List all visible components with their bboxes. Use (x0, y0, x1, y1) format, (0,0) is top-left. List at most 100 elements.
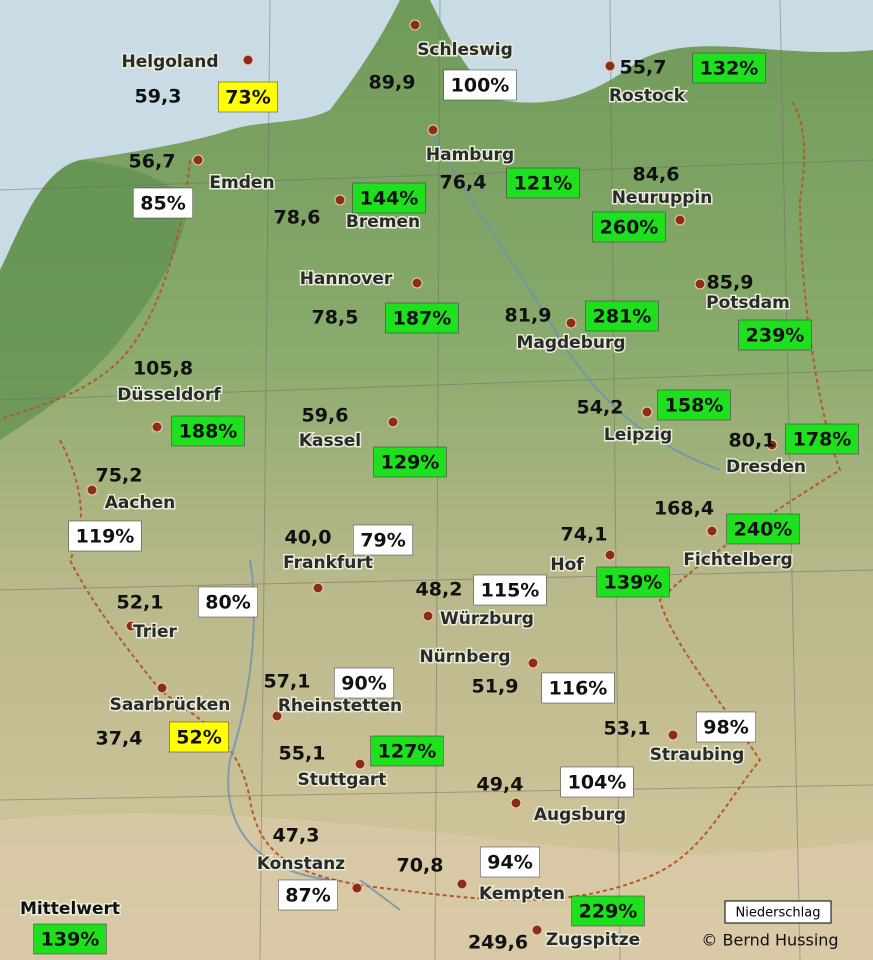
station-name: Saarbrücken (110, 695, 231, 715)
station-dot (641, 406, 653, 418)
percent-badge (696, 711, 756, 743)
percent-badge (171, 415, 245, 447)
percent-label: 178% (793, 429, 852, 451)
percent-label: 260% (600, 217, 659, 239)
station-dot (271, 710, 283, 722)
percent-label: 52% (176, 727, 221, 749)
station-value: 59,3 (135, 86, 182, 108)
station-name: Zugspitze (546, 930, 640, 950)
station-name: Augsburg (534, 805, 626, 825)
percent-label: 139% (604, 572, 663, 594)
percent-badge (352, 182, 426, 214)
station-dot (192, 154, 204, 166)
station-value: 74,1 (561, 524, 608, 546)
percent-badge (506, 167, 580, 199)
station-dot (427, 124, 439, 136)
station-value: 55,1 (279, 743, 326, 765)
station-value: 52,1 (117, 592, 164, 614)
station-dot (766, 439, 778, 451)
station-value: 48,2 (416, 579, 463, 601)
station-name: Rheinstetten (278, 696, 402, 716)
station-dot (86, 484, 98, 496)
station-value: 81,9 (505, 305, 552, 327)
station-dot (527, 657, 539, 669)
percent-badge (218, 81, 278, 113)
percent-label: 115% (481, 580, 540, 602)
percent-label: 87% (285, 885, 330, 907)
station-name: Stuttgart (298, 770, 387, 790)
percent-badge (370, 735, 444, 767)
north-sea (0, 0, 400, 270)
border (0, 99, 842, 901)
rivers (227, 129, 721, 911)
percent-badge (596, 566, 670, 598)
station-name: Potsdam (706, 293, 790, 313)
station-name: Würzburg (440, 609, 534, 629)
station-name: Dresden (726, 457, 806, 477)
percent-badge (480, 846, 540, 878)
percent-label: 239% (746, 325, 805, 347)
percent-label: 132% (700, 58, 759, 80)
station-name: Aachen (105, 493, 175, 513)
station-name: Konstanz (257, 854, 345, 874)
percent-label: 129% (381, 452, 440, 474)
station-value: 70,8 (397, 855, 444, 877)
percent-badge (657, 389, 731, 421)
station-value: 51,9 (472, 676, 519, 698)
percent-badge (738, 319, 812, 351)
station-value: 105,8 (133, 358, 193, 380)
station-name: Frankfurt (283, 553, 373, 573)
percent-badge (443, 69, 517, 101)
percent-label: 94% (487, 852, 532, 874)
percent-label: 90% (341, 673, 386, 695)
percent-badge (198, 586, 258, 618)
station-name: Helgoland (121, 52, 218, 72)
station-dot (387, 416, 399, 428)
station-name: Rostock (609, 86, 686, 106)
percent-badge (541, 672, 615, 704)
station-value: 85,9 (707, 272, 754, 294)
percent-label: 85% (140, 193, 185, 215)
station-value: 49,4 (477, 774, 524, 796)
station-name: Hof (550, 555, 584, 575)
alps (0, 813, 873, 960)
station-value: 84,6 (633, 164, 680, 186)
station-dot (409, 19, 421, 31)
station-dot (312, 582, 324, 594)
percent-badge (385, 302, 459, 334)
percent-label: 281% (593, 306, 652, 328)
percent-label: 240% (734, 519, 793, 541)
lowland (0, 160, 190, 440)
station-dot (510, 797, 522, 809)
credit: © Bernd Hussing (701, 931, 838, 950)
station-name: Bremen (346, 212, 420, 232)
station-value: 47,3 (273, 825, 320, 847)
station-value: 168,4 (654, 498, 714, 520)
percent-label: 127% (378, 741, 437, 763)
percent-label: 229% (579, 901, 638, 923)
average-label: Mittelwert (20, 899, 120, 919)
station-dot (667, 729, 679, 741)
station-dot (604, 60, 616, 72)
percent-badge (334, 667, 394, 699)
percent-badge (473, 574, 547, 606)
station-value: 59,6 (302, 405, 349, 427)
station-name: Magdeburg (516, 333, 625, 353)
percent-label: 121% (514, 173, 573, 195)
percent-badge (726, 513, 800, 545)
station-name: Hamburg (426, 145, 514, 165)
station-name: Düsseldorf (117, 385, 221, 405)
station-dot (674, 214, 686, 226)
station-dot (694, 278, 706, 290)
station-value: 37,4 (96, 728, 143, 750)
station-value: 57,1 (264, 671, 311, 693)
station-dot (456, 878, 468, 890)
station-value: 80,1 (729, 430, 776, 452)
station-dot (242, 54, 254, 66)
station-dot (531, 924, 543, 936)
station-name: Kassel (299, 431, 361, 451)
station-name: Fichtelberg (683, 550, 792, 570)
station-dot (156, 682, 168, 694)
station-value: 40,0 (285, 527, 332, 549)
station-name: Trier (133, 622, 177, 642)
